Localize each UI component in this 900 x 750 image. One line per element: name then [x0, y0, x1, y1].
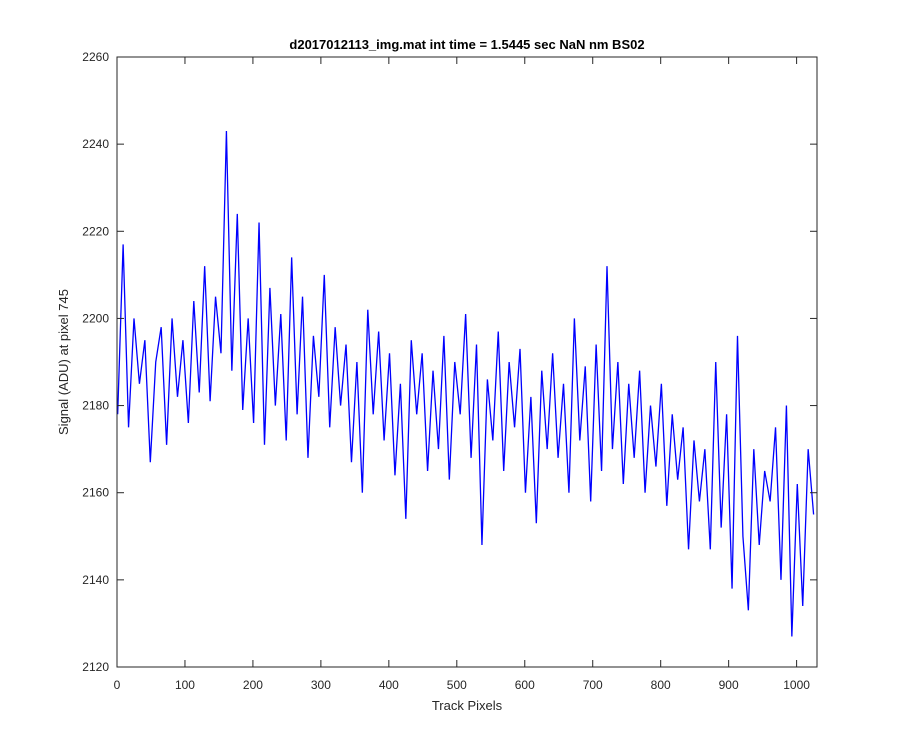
y-tick-label: 2160: [82, 486, 109, 500]
x-tick-label: 300: [311, 678, 331, 692]
data-line: [117, 131, 815, 637]
axes-box: [116, 56, 818, 668]
y-tick-label: 2220: [82, 224, 109, 238]
chart-title: d2017012113_img.mat int time = 1.5445 se…: [289, 37, 644, 52]
y-axis-label: Signal (ADU) at pixel 745: [56, 289, 71, 435]
x-tick-label: 700: [583, 678, 603, 692]
x-tick-label: 500: [447, 678, 467, 692]
x-tick-label: 600: [515, 678, 535, 692]
y-tick-label: 2140: [82, 573, 109, 587]
y-tick-label: 2180: [82, 399, 109, 413]
x-tick-label: 400: [379, 678, 399, 692]
y-tick-label: 2120: [82, 660, 109, 674]
x-tick-label: 900: [719, 678, 739, 692]
x-tick-label: 1000: [783, 678, 810, 692]
x-tick-label: 200: [243, 678, 263, 692]
y-tick-label: 2240: [82, 137, 109, 151]
x-tick-label: 800: [651, 678, 671, 692]
y-tick-label: 2260: [82, 50, 109, 64]
y-tick-label: 2200: [82, 311, 109, 325]
x-axis-label: Track Pixels: [432, 698, 503, 713]
x-tick-label: 100: [175, 678, 195, 692]
x-tick-label: 0: [114, 678, 121, 692]
